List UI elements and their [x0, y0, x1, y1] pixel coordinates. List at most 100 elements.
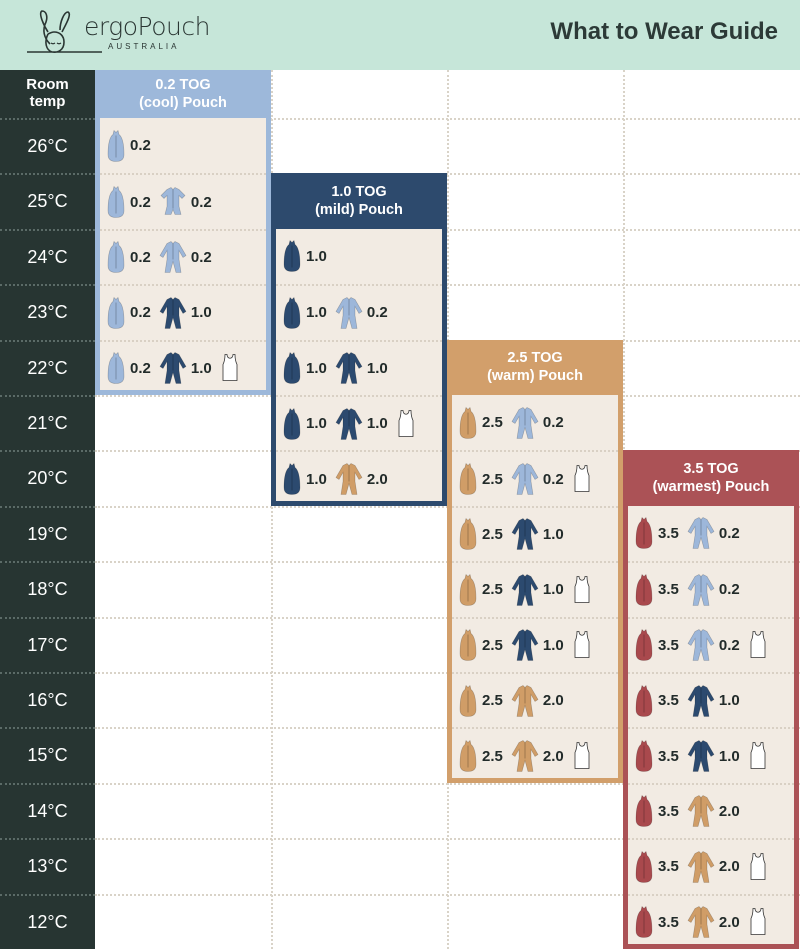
singlet-item — [220, 350, 240, 386]
outfit-row: 3.5 1.0 — [628, 727, 794, 782]
tog-value: 0.2 — [130, 193, 151, 211]
tog-warmth-label: (mild) Pouch — [315, 202, 403, 219]
pouch-item: 1.0 — [282, 350, 329, 386]
singlet-icon — [572, 627, 592, 663]
tog-label: 3.5 TOG — [683, 461, 739, 478]
romper-icon — [159, 184, 187, 220]
suit-item: 1.0 — [335, 350, 390, 386]
sleeping-bag-icon — [634, 683, 654, 719]
singlet-item — [396, 406, 416, 442]
temp-label: 21°C — [0, 395, 95, 450]
sleeping-bag-icon — [458, 627, 478, 663]
pouch-item: 2.5 — [458, 683, 505, 719]
tog-warmth-label: (warm) Pouch — [487, 368, 583, 385]
singlet-icon — [748, 738, 768, 774]
sleepsuit-icon — [335, 350, 363, 386]
suit-item: 1.0 — [687, 683, 742, 719]
temp-column-heading: Room temp — [0, 76, 95, 110]
outfit-row: 3.5 0.2 — [628, 506, 794, 561]
sleeping-bag-icon — [458, 516, 478, 552]
outfit-row: 0.2 1.0 — [100, 339, 266, 395]
tog-box-0.2: 0.2 TOG (cool) Pouch 0.2 0.2 0.2 0.2 0.2 0.2 1.… — [95, 70, 271, 395]
pouch-item: 3.5 — [634, 572, 681, 608]
sleeping-bag-icon — [106, 350, 126, 386]
outfit-row: 3.5 0.2 — [628, 561, 794, 616]
tog-value: 2.5 — [482, 636, 503, 654]
pouch-item: 1.0 — [282, 461, 329, 497]
tog-value: 1.0 — [366, 415, 388, 433]
outfit-row: 3.5 2.0 — [628, 782, 794, 838]
tog-value: 0.2 — [542, 470, 564, 488]
tog-warmth-label: (cool) Pouch — [139, 95, 227, 111]
singlet-item — [572, 738, 592, 774]
sleepsuit-icon — [687, 515, 715, 551]
tog-value: 1.0 — [306, 247, 327, 265]
sleepsuit-icon — [687, 572, 715, 608]
pouch-item: 2.5 — [458, 405, 505, 441]
outfit-row: 2.5 1.0 — [452, 561, 618, 616]
tog-value: 1.0 — [306, 304, 327, 322]
tog-box-body: 3.5 0.2 3.5 0.2 3.5 0.2 3.5 1.0 3.5 1.0 3.5 2.0 3.5 2… — [628, 505, 794, 944]
pouch-item: 1.0 — [282, 295, 329, 331]
tog-box-1.0: 1.0 TOG (mild) Pouch 1.0 1.0 0.2 1.0 1.0 1.0 1.… — [271, 173, 447, 506]
pouch-item: 0.2 — [106, 239, 153, 275]
tog-value: 1.0 — [542, 581, 564, 599]
outfit-row: 3.5 2.0 — [628, 838, 794, 893]
sleeping-bag-icon — [458, 461, 478, 497]
suit-item: 0.2 — [335, 295, 390, 331]
sleepsuit-icon — [687, 793, 715, 829]
suit-item: 0.2 — [511, 405, 566, 441]
tog-value: 0.2 — [542, 414, 564, 432]
singlet-item — [748, 627, 768, 663]
tog-label: 1.0 TOG — [331, 184, 387, 201]
sleeping-bag-icon — [106, 128, 126, 164]
outfit-row: 3.5 0.2 — [628, 616, 794, 672]
pouch-item: 0.2 — [106, 128, 153, 164]
tog-box-heading: 3.5 TOG (warmest) Pouch — [623, 450, 799, 505]
temp-label: 14°C — [0, 782, 95, 838]
suit-item: 0.2 — [687, 572, 742, 608]
sleepsuit-icon — [335, 295, 363, 331]
sleeping-bag-icon — [634, 515, 654, 551]
tog-value: 0.2 — [130, 248, 151, 266]
suit-item: 1.0 — [511, 516, 566, 552]
sleeping-bag-icon — [634, 904, 654, 940]
outfit-row: 1.0 1.0 — [276, 394, 442, 450]
pouch-item: 0.2 — [106, 184, 153, 220]
sleepsuit-icon — [159, 350, 187, 386]
sleepsuit-icon — [511, 516, 539, 552]
tog-value: 2.5 — [482, 747, 503, 765]
tog-value: 1.0 — [190, 359, 212, 377]
sleeping-bag-icon — [106, 239, 126, 275]
sleepsuit-icon — [335, 406, 363, 442]
tog-value: 2.0 — [542, 692, 564, 710]
header: ergoPouch AUSTRALIA What to Wear Guide — [0, 0, 800, 70]
sleepsuit-icon — [511, 572, 539, 608]
singlet-item — [572, 461, 592, 497]
sleeping-bag-icon — [106, 184, 126, 220]
tog-value: 0.2 — [130, 304, 151, 322]
singlet-item — [748, 904, 768, 940]
romper-item: 0.2 — [159, 184, 214, 220]
tog-value: 2.5 — [482, 525, 503, 543]
suit-item: 1.0 — [159, 350, 214, 386]
singlet-icon — [572, 738, 592, 774]
pouch-item: 0.2 — [106, 350, 153, 386]
tog-value: 1.0 — [366, 359, 388, 377]
sleepsuit-icon — [687, 627, 715, 663]
tog-value: 0.2 — [718, 524, 740, 542]
sleepsuit-icon — [159, 239, 187, 275]
pouch-item: 1.0 — [282, 406, 329, 442]
tog-value: 3.5 — [658, 913, 679, 931]
brand-name: ergoPouch — [84, 12, 210, 41]
tog-value: 1.0 — [306, 415, 327, 433]
tog-value: 0.2 — [190, 193, 212, 211]
tog-box-body: 1.0 1.0 0.2 1.0 1.0 1.0 1.0 1.0 2.0 — [276, 228, 442, 501]
tog-value: 1.0 — [306, 470, 327, 488]
sleeping-bag-icon — [634, 627, 654, 663]
outfit-row: 2.5 0.2 — [452, 395, 618, 450]
temp-label: 24°C — [0, 228, 95, 284]
temp-label: 17°C — [0, 616, 95, 672]
sleeping-bag-icon — [458, 572, 478, 608]
sleepsuit-icon — [159, 295, 187, 331]
